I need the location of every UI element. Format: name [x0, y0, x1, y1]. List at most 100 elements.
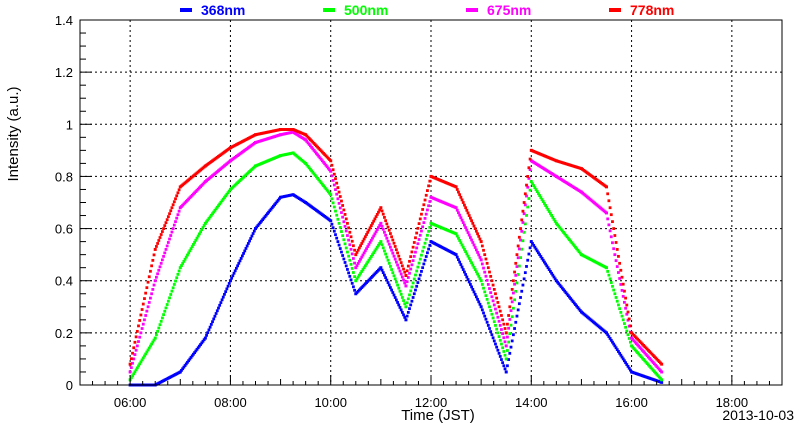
- data-point: [140, 308, 144, 311]
- data-point: [200, 341, 204, 345]
- data-point: [387, 283, 391, 287]
- data-point: [153, 336, 157, 340]
- x-tick-label: 14:00: [515, 395, 548, 410]
- data-point: [389, 245, 392, 249]
- data-point: [209, 323, 213, 326]
- data-point: [168, 296, 171, 300]
- data-point: [276, 198, 280, 202]
- data-point: [206, 331, 210, 335]
- data-point: [564, 233, 568, 237]
- data-point: [495, 327, 499, 331]
- data-point: [409, 267, 413, 271]
- data-point: [341, 204, 345, 207]
- data-point: [623, 359, 626, 363]
- data-point: [614, 259, 618, 263]
- data-point: [386, 225, 390, 229]
- data-point: [163, 251, 167, 255]
- data-point: [155, 275, 158, 279]
- data-point: [386, 239, 390, 243]
- data-point: [511, 291, 515, 295]
- data-point: [474, 229, 478, 233]
- data-point: [624, 296, 628, 300]
- data-point: [340, 230, 343, 233]
- series-675nm: [128, 130, 664, 374]
- y-tick-label: 0.6: [55, 222, 73, 237]
- data-point: [498, 338, 502, 342]
- data-point: [215, 205, 219, 209]
- data-point: [377, 226, 380, 229]
- data-point: [138, 335, 142, 339]
- x-tick-label: 18:00: [716, 395, 749, 410]
- data-point: [509, 309, 513, 313]
- data-point: [201, 226, 205, 229]
- data-point: [342, 220, 346, 224]
- data-point: [257, 222, 261, 226]
- legend-label: 675nm: [487, 2, 531, 18]
- data-point: [404, 318, 408, 322]
- data-point: [353, 248, 356, 252]
- data-point: [525, 265, 528, 268]
- data-point: [174, 279, 177, 283]
- data-point: [392, 274, 396, 278]
- data-point: [459, 263, 463, 266]
- data-point: [273, 203, 277, 207]
- data-point: [342, 208, 346, 212]
- data-point: [387, 261, 391, 265]
- data-point: [570, 241, 574, 245]
- data-point: [371, 221, 374, 225]
- data-point: [556, 223, 559, 227]
- data-point: [556, 280, 559, 284]
- data-point: [337, 221, 341, 225]
- data-point: [341, 254, 345, 257]
- data-point: [238, 259, 242, 263]
- data-point: [194, 349, 198, 353]
- data-point: [330, 174, 334, 178]
- data-point: [309, 144, 312, 148]
- data-point: [143, 297, 146, 300]
- data-point: [146, 305, 150, 309]
- data-point: [480, 244, 484, 248]
- data-point: [310, 145, 314, 149]
- data-point: [400, 296, 404, 299]
- data-point: [180, 368, 183, 372]
- data-point: [369, 238, 373, 242]
- data-point: [393, 296, 397, 299]
- data-point: [169, 293, 173, 296]
- data-point: [540, 256, 544, 260]
- data-point: [418, 233, 422, 237]
- data-point: [474, 270, 478, 274]
- data-point: [416, 226, 420, 230]
- y-axis-title: Intensity (a.u.): [5, 86, 22, 181]
- data-point: [143, 318, 146, 322]
- data-point: [460, 218, 464, 222]
- data-point: [172, 223, 176, 227]
- data-point: [611, 284, 614, 288]
- data-point: [337, 243, 341, 247]
- data-point: [572, 244, 576, 248]
- data-point: [502, 350, 506, 353]
- data-point: [614, 296, 618, 299]
- data-point: [492, 303, 496, 307]
- data-point: [486, 301, 490, 305]
- data-point: [484, 257, 488, 261]
- data-point: [464, 206, 468, 210]
- data-point: [418, 257, 422, 261]
- data-point: [188, 357, 192, 361]
- data-point: [317, 178, 321, 182]
- data-point: [613, 292, 617, 296]
- data-point: [365, 233, 368, 236]
- data-point: [391, 291, 395, 294]
- data-point: [166, 299, 170, 303]
- data-point: [606, 270, 610, 273]
- data-point: [467, 280, 471, 284]
- data-point: [159, 261, 163, 265]
- data-point: [312, 172, 316, 176]
- data-point: [380, 224, 384, 228]
- data-point: [548, 270, 552, 273]
- data-point: [343, 224, 347, 228]
- data-point: [526, 185, 530, 189]
- data-point: [563, 289, 567, 293]
- data-point: [132, 372, 136, 376]
- data-point: [377, 210, 380, 214]
- data-point: [381, 212, 385, 216]
